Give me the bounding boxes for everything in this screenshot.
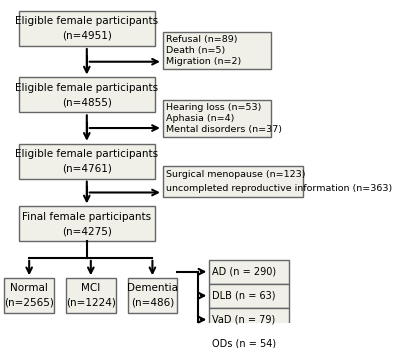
Bar [163,101,271,137]
Bar [19,77,155,112]
Bar [19,206,155,241]
Text: Eligible female participants: Eligible female participants [15,16,158,26]
Text: ODs (n = 54): ODs (n = 54) [212,339,276,348]
Bar [209,332,289,348]
Text: Surgical menopause (n=123): Surgical menopause (n=123) [166,170,306,179]
Bar [209,260,289,284]
Text: uncompleted reproductive information (n=363): uncompleted reproductive information (n=… [166,184,392,193]
Text: (n=486): (n=486) [131,298,174,308]
Text: Eligible female participants: Eligible female participants [15,149,158,159]
Bar [19,144,155,179]
Text: AD (n = 290): AD (n = 290) [212,267,276,277]
Text: (n=1224): (n=1224) [66,298,116,308]
Text: Hearing loss (n=53): Hearing loss (n=53) [166,103,262,112]
Text: VaD (n = 79): VaD (n = 79) [212,315,276,325]
Text: Aphasia (n=4): Aphasia (n=4) [166,114,234,123]
Bar [4,278,54,313]
Text: Normal: Normal [10,283,48,293]
Text: Dementia: Dementia [127,283,178,293]
Text: Death (n=5): Death (n=5) [166,46,225,55]
Text: (n=2565): (n=2565) [4,298,54,308]
Bar [163,166,303,197]
Text: (n=4761): (n=4761) [62,164,112,174]
Text: Final female participants: Final female participants [22,212,151,222]
Bar [66,278,116,313]
Text: Refusal (n=89): Refusal (n=89) [166,35,238,44]
Bar [163,32,271,69]
Text: Mental disorders (n=37): Mental disorders (n=37) [166,126,282,134]
Text: DLB (n = 63): DLB (n = 63) [212,291,276,301]
Text: (n=4951): (n=4951) [62,31,112,41]
Bar [128,278,177,313]
Bar [209,308,289,332]
Text: (n=4275): (n=4275) [62,226,112,236]
Text: Migration (n=2): Migration (n=2) [166,57,241,66]
Text: (n=4855): (n=4855) [62,97,112,107]
Bar [209,284,289,308]
Bar [19,11,155,46]
Text: Eligible female participants: Eligible female participants [15,82,158,93]
Text: MCI: MCI [81,283,100,293]
